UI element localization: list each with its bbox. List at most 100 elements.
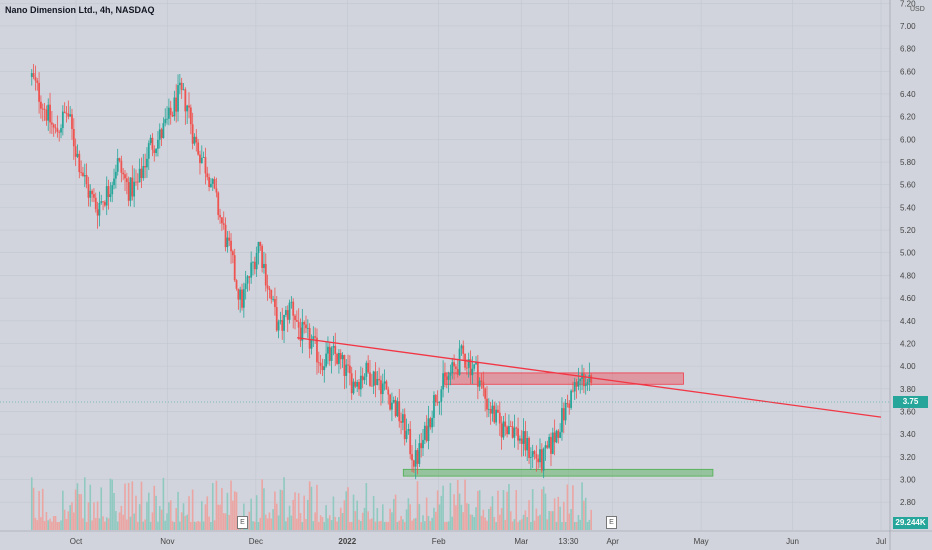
volume-bar [261, 479, 263, 530]
volume-bar [398, 520, 401, 530]
volume-bar [495, 521, 497, 530]
volume-bar [52, 516, 55, 530]
candle-body [338, 352, 340, 364]
candle-body [235, 280, 238, 289]
candle-body [98, 202, 101, 216]
volume-bar [221, 488, 223, 530]
volume-bar [469, 514, 472, 530]
candle-body [557, 430, 560, 438]
candle-body [487, 408, 490, 410]
volume-bar [200, 501, 203, 530]
candle-body [546, 445, 549, 448]
volume-bar [179, 521, 181, 530]
candle-body [166, 118, 168, 120]
volume-bar [347, 487, 349, 530]
volume-bar [383, 521, 386, 530]
candle-body [392, 399, 395, 403]
candle-body [204, 157, 207, 174]
y-tick-label: 5.40 [900, 203, 916, 212]
volume-bar [530, 521, 532, 530]
volume-bar [583, 500, 585, 530]
candle-body [427, 418, 430, 441]
candle-body [453, 362, 455, 367]
candle-body [358, 382, 360, 390]
volume-bar [151, 512, 154, 530]
candle-body [420, 443, 423, 449]
y-tick-label: 5.20 [900, 226, 916, 235]
volume-bar [195, 521, 198, 530]
candle-body [131, 177, 134, 197]
candle-body [325, 353, 328, 367]
volume-bar [387, 522, 390, 530]
volume-bar [199, 521, 201, 530]
volume-bar [466, 503, 468, 530]
candle-body [259, 241, 262, 247]
earnings-badge[interactable]: E [237, 516, 248, 529]
candle-body [125, 178, 128, 183]
volume-bar [69, 505, 71, 530]
earnings-badge[interactable]: E [606, 516, 617, 529]
volume-bar [45, 512, 48, 530]
candle-body [202, 157, 205, 158]
currency-label: USD [910, 6, 925, 13]
volume-bar [389, 508, 391, 530]
candle-body [211, 179, 214, 184]
candle-body [575, 382, 578, 387]
volume-bar [413, 518, 415, 530]
candle-body [306, 327, 309, 329]
candle-body [519, 438, 521, 441]
candle-body [157, 139, 159, 149]
volume-bar [391, 512, 393, 530]
candle-body [526, 438, 529, 451]
candle-body [348, 365, 351, 374]
volume-bar [407, 498, 410, 530]
volume-bar [294, 492, 296, 530]
volume-bar [93, 502, 95, 530]
volume-bar [584, 497, 587, 530]
candle-body [577, 381, 580, 387]
volume-bar [416, 481, 419, 530]
candle-body [323, 366, 326, 371]
candle-body [502, 421, 505, 438]
volume-bar [308, 481, 311, 530]
volume-bar [365, 483, 368, 530]
volume-bar [528, 500, 530, 530]
volume-bar [511, 521, 514, 530]
y-tick-label: 4.80 [900, 271, 916, 280]
candle-body [122, 172, 125, 175]
x-tick-label: Jun [786, 537, 799, 546]
candle-body [250, 262, 253, 278]
volume-bar [40, 517, 42, 530]
volume-bar [451, 516, 454, 530]
volume-bar [87, 502, 90, 530]
volume-bar [317, 521, 320, 530]
volume-bar [80, 494, 82, 530]
volume-bar [279, 489, 282, 530]
candle-body [129, 177, 132, 201]
candle-body [279, 320, 282, 322]
volume-bar [424, 521, 426, 530]
volume-bar [49, 518, 51, 530]
volume-bar [71, 502, 73, 530]
volume-bar [78, 494, 81, 530]
volume-bar [124, 483, 126, 530]
candle-body [78, 153, 81, 173]
volume-bar [206, 496, 209, 530]
volume-bar [288, 505, 291, 530]
candle-body [555, 430, 558, 443]
x-tick-label: 13:30 [558, 537, 579, 546]
candle-body [146, 158, 148, 168]
volume-bar [497, 490, 499, 530]
volume-bar [372, 496, 375, 530]
candle-body [34, 76, 37, 81]
candle-body [431, 417, 434, 428]
candle-body [56, 128, 59, 132]
volume-bar [555, 521, 558, 530]
candle-body [478, 380, 481, 387]
candle-body [537, 458, 540, 463]
candle-body [456, 369, 459, 375]
candle-body [71, 114, 73, 129]
volume-bar [330, 520, 333, 530]
